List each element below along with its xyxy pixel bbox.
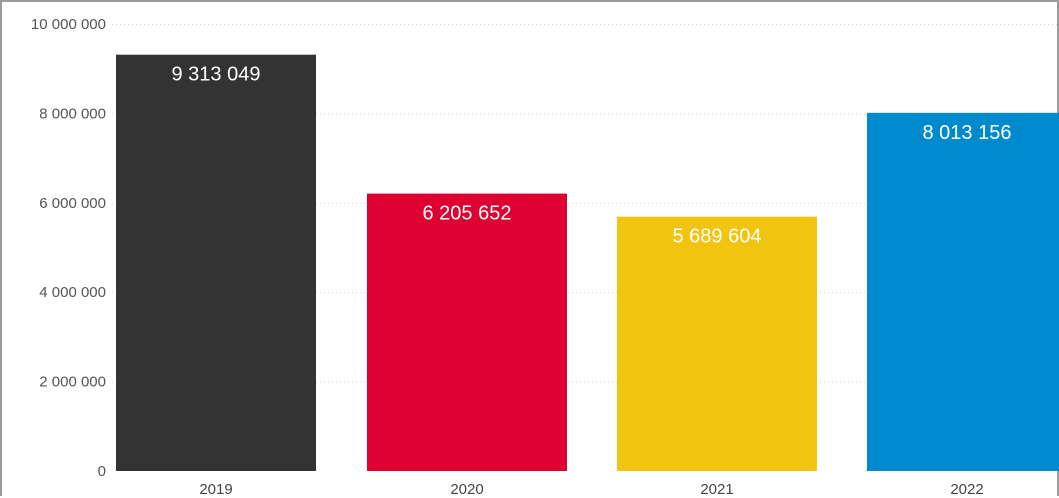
data-labels: 9 313 049 6 205 652 5 689 604 8 013 156 <box>172 64 1012 248</box>
x-category-label: 2021 <box>700 481 733 498</box>
x-category-label: 2022 <box>950 481 983 498</box>
y-tick-label: 8 000 000 <box>39 105 106 122</box>
y-tick-label: 0 <box>98 463 106 480</box>
data-label-2022: 8 013 156 <box>923 122 1012 144</box>
y-axis-tick-labels: 0 2 000 000 4 000 000 6 000 000 8 000 000 10 … <box>31 16 106 480</box>
bar-2022[interactable] <box>867 112 1059 472</box>
y-tick-label: 10 000 000 <box>31 16 106 33</box>
y-tick-label: 4 000 000 <box>39 284 106 301</box>
y-tick-label: 6 000 000 <box>39 195 106 212</box>
bar-2021[interactable] <box>617 216 817 471</box>
x-axis-category-labels: 2019 2020 2021 2022 <box>199 481 983 498</box>
x-category-label: 2020 <box>450 481 483 498</box>
data-label-2019: 9 313 049 <box>172 64 261 86</box>
y-tick-label: 2 000 000 <box>39 374 106 391</box>
bar-2019[interactable] <box>116 54 316 471</box>
data-label-2020: 6 205 652 <box>423 203 512 225</box>
bars <box>116 54 1059 472</box>
bar-2020[interactable] <box>367 193 567 471</box>
x-category-label: 2019 <box>199 481 232 498</box>
data-label-2021: 5 689 604 <box>673 226 762 248</box>
